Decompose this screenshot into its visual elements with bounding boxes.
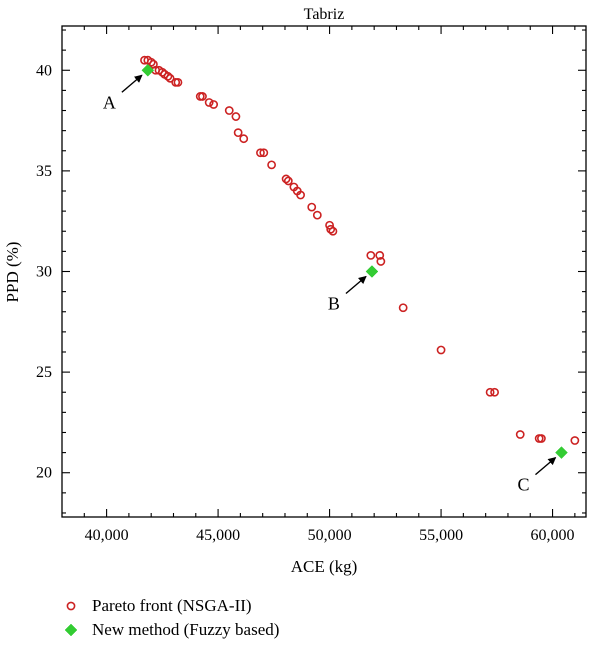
pareto-point <box>198 92 207 101</box>
pareto-point <box>281 174 291 184</box>
x-tick-label: 50,000 <box>308 527 352 544</box>
chart-title: Tabriz <box>304 6 345 23</box>
pareto-point <box>307 202 317 212</box>
pareto-point <box>233 128 243 138</box>
pareto-point <box>267 160 276 170</box>
pareto-point <box>231 112 241 121</box>
pareto-point <box>224 106 234 115</box>
x-tick-label: 60,000 <box>531 527 575 544</box>
pareto-point <box>515 430 525 439</box>
y-tick-label: 30 <box>36 264 52 281</box>
y-tick-label: 40 <box>36 62 52 79</box>
y-tick-label: 20 <box>36 465 52 482</box>
fuzzy-point <box>365 265 379 278</box>
pareto-point <box>328 226 338 236</box>
x-axis-title: ACE (kg) <box>291 557 358 576</box>
series-new-method <box>141 63 568 459</box>
pareto-point <box>239 134 249 144</box>
fuzzy-point <box>555 446 568 459</box>
pareto-point <box>163 71 173 81</box>
x-tick-label: 40,000 <box>85 527 129 544</box>
y-axis-title: PPD (%) <box>3 242 22 303</box>
annotation-arrow <box>345 275 367 295</box>
annotation-arrow <box>535 456 557 476</box>
annotations: A B C <box>103 74 557 495</box>
pareto-point <box>259 148 269 158</box>
pareto-point <box>326 224 336 234</box>
annotation-arrow <box>121 74 143 93</box>
pareto-point <box>398 303 408 313</box>
pareto-point <box>312 210 322 220</box>
pareto-point <box>436 345 446 355</box>
pareto-point <box>485 387 495 397</box>
y-tick-label: 35 <box>36 163 52 180</box>
fuzzy-point <box>141 63 155 77</box>
pareto-point <box>296 190 305 200</box>
pareto-point <box>209 100 219 109</box>
pareto-point <box>173 77 183 87</box>
x-tick-label: 45,000 <box>196 527 240 544</box>
pareto-point <box>376 257 386 266</box>
legend-marker-pareto <box>66 601 76 611</box>
pareto-point <box>204 98 214 107</box>
annotation-label: C <box>517 475 529 495</box>
legend-label: Pareto front (NSGA-II) <box>92 596 252 615</box>
pareto-point <box>490 387 499 397</box>
pareto-point <box>570 436 580 445</box>
x-tick-label: 55,000 <box>419 527 463 544</box>
annotation-label: B <box>328 294 340 314</box>
y-axis: 20 25 30 35 40 <box>36 29 586 514</box>
series-pareto-front <box>140 55 580 445</box>
pareto-point <box>165 73 175 83</box>
legend-label: New method (Fuzzy based) <box>92 620 279 639</box>
annotation-label: A <box>103 92 116 112</box>
pareto-point <box>256 148 265 158</box>
pareto-point <box>366 251 376 260</box>
pareto-point <box>146 57 156 67</box>
pareto-point <box>157 67 167 77</box>
legend: Pareto front (NSGA-II) New method (Fuzzy … <box>64 596 279 639</box>
pareto-point <box>537 434 546 443</box>
legend-marker-fuzzy <box>64 623 78 637</box>
plot-area <box>61 25 587 518</box>
x-axis: 40,000 45,000 50,000 55,000 60,000 <box>83 26 576 544</box>
pareto-point <box>375 251 385 260</box>
y-tick-label: 25 <box>36 364 52 381</box>
pareto-point <box>283 176 293 186</box>
data-series <box>140 55 580 459</box>
